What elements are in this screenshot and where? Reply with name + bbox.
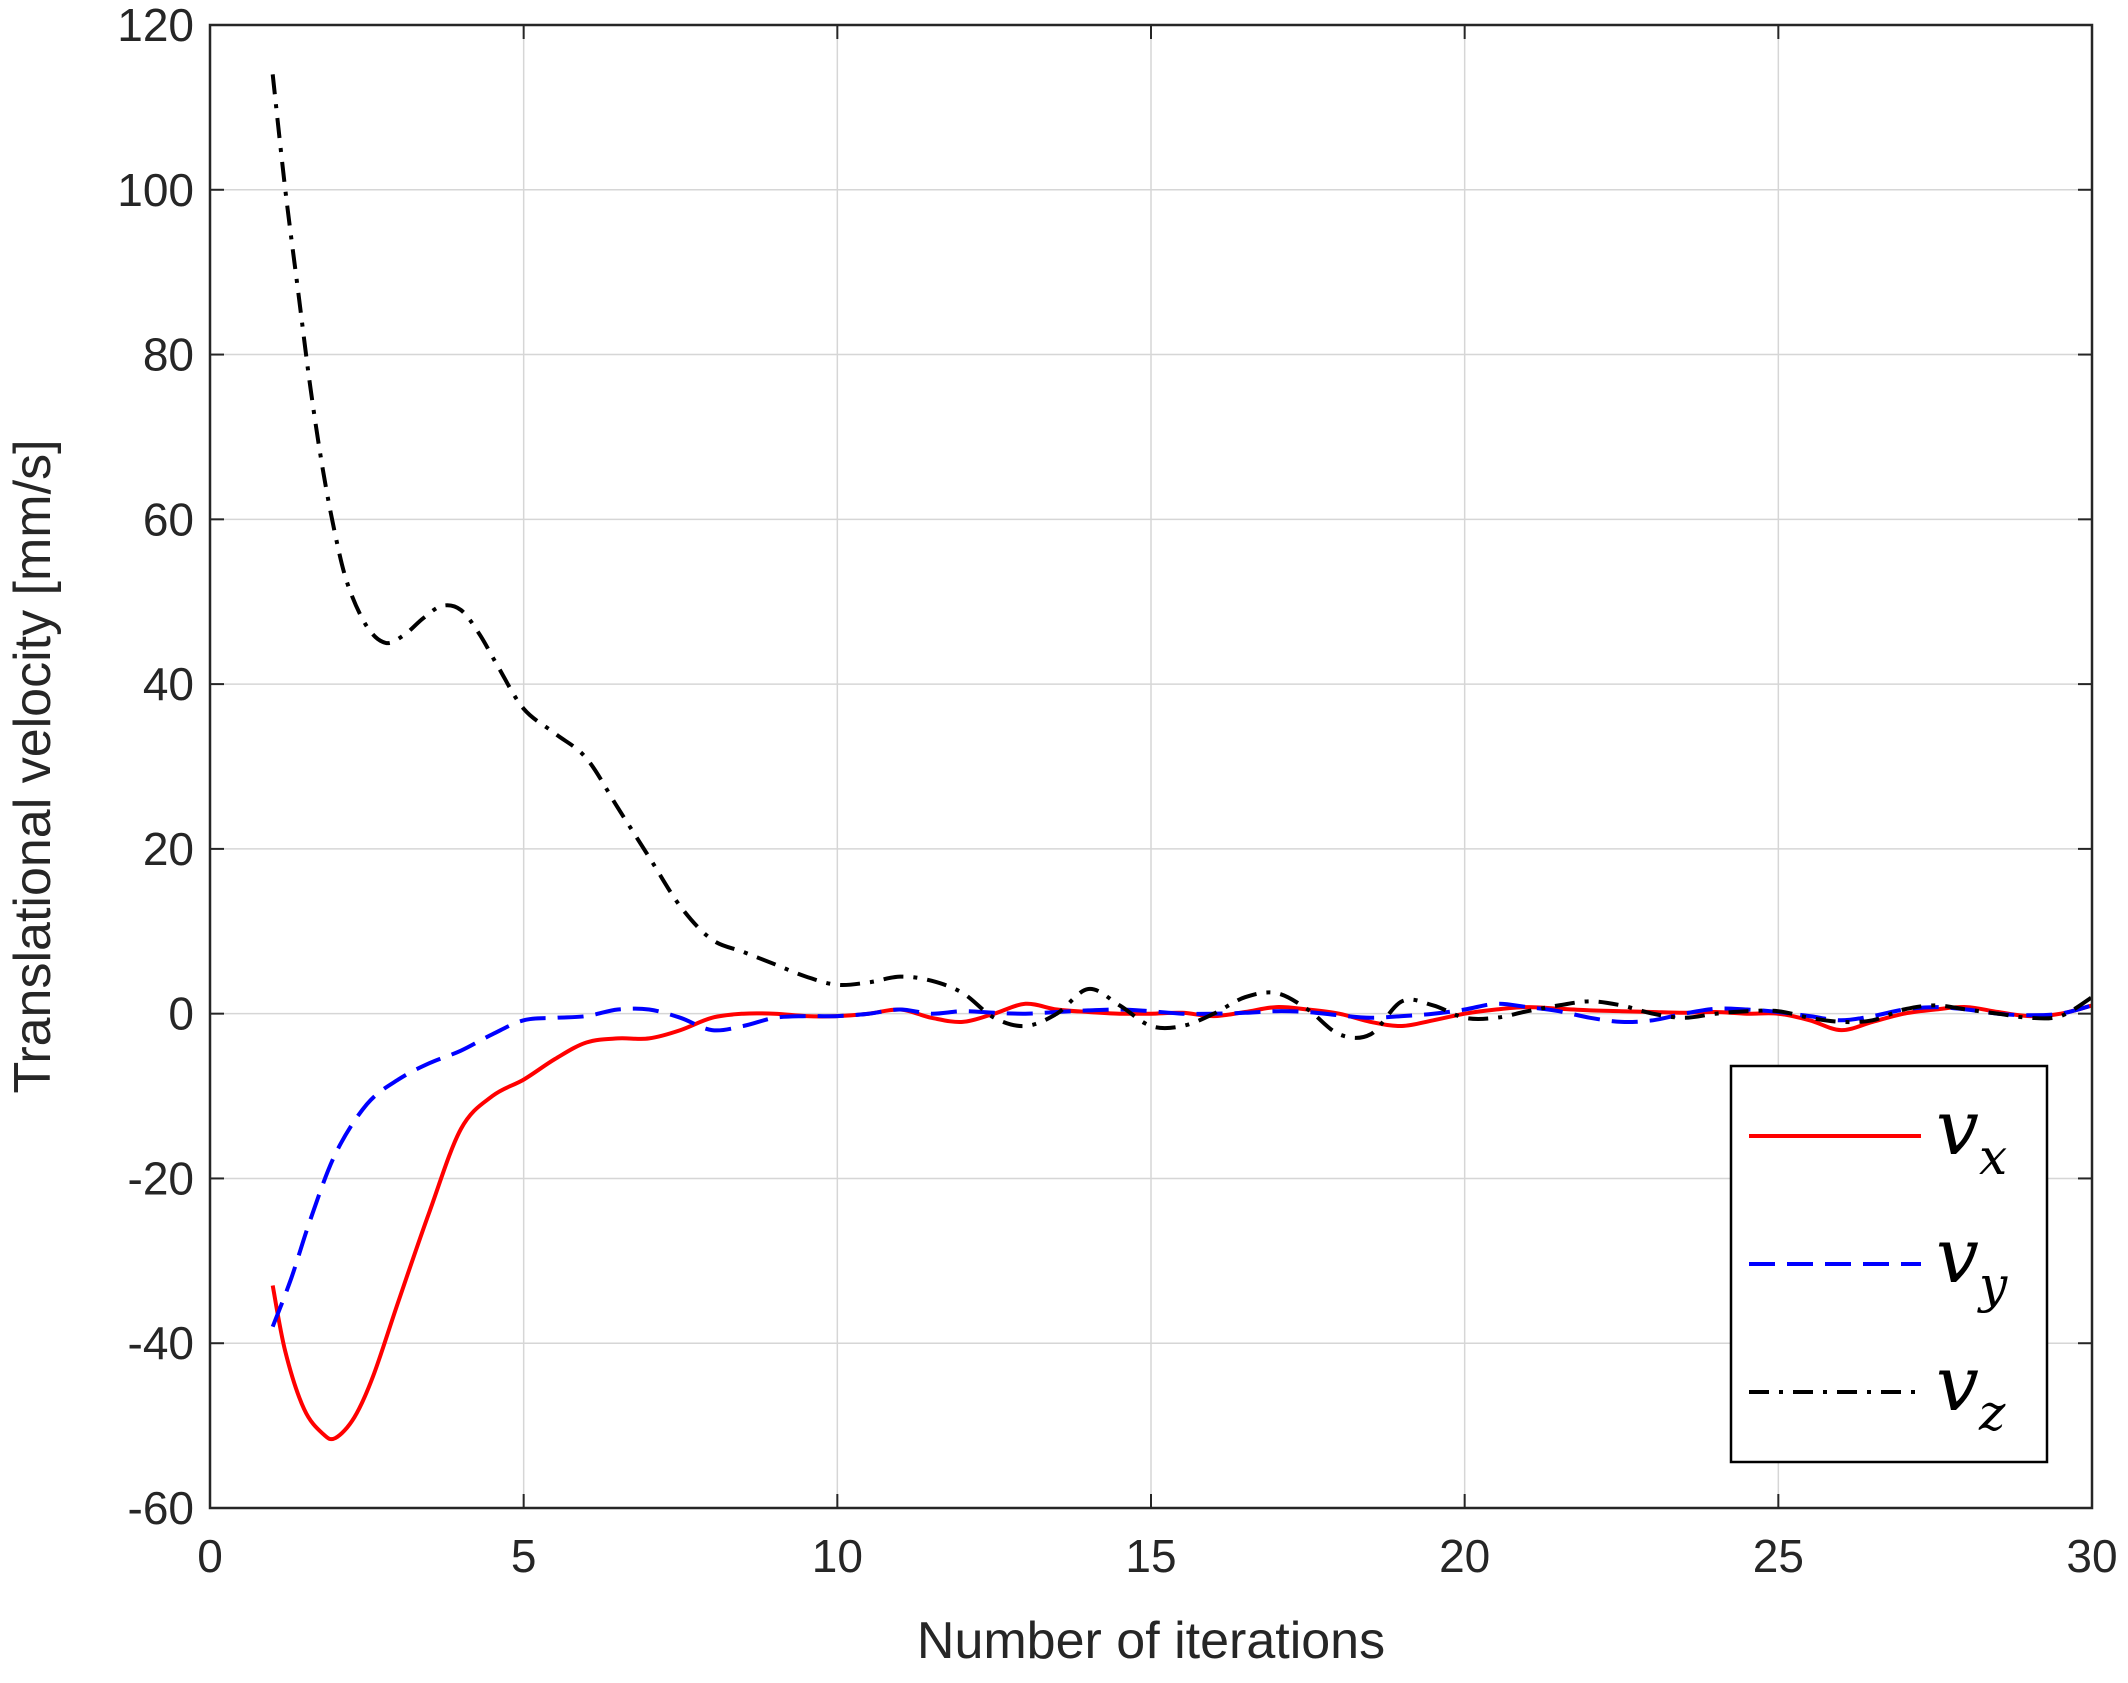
y-tick-label: 0 [168,988,194,1040]
y-tick-label: 120 [117,0,194,51]
x-axis-tick-labels: 0 5 10 15 20 25 30 [197,1530,2117,1582]
x-tick-label: 0 [197,1530,223,1582]
y-tick-label: -20 [128,1152,194,1204]
y-tick-label: -60 [128,1482,194,1534]
legend-label-vy: vy [1936,1211,2008,1314]
y-axis-label: Translational velocity [mm/s] [4,439,62,1093]
y-tick-label: 40 [143,658,194,710]
y-tick-label: 100 [117,164,194,216]
x-tick-label: 15 [1125,1530,1176,1582]
legend: vx vy vz [1729,1064,2049,1464]
series-lines [270,74,2094,1442]
x-tick-label: 5 [511,1530,537,1582]
series-line-vz [270,74,2094,1040]
x-tick-label: 30 [2066,1530,2117,1582]
y-tick-label: 80 [143,329,194,381]
x-tick-label: 10 [812,1530,863,1582]
y-tick-label: -40 [128,1317,194,1369]
x-axis-label: Number of iterations [917,1612,1385,1670]
y-axis-tick-labels: -60 -40 -20 0 20 40 60 80 100 120 [117,0,194,1534]
x-tick-label: 25 [1753,1530,1804,1582]
axis-ticks [209,24,2093,1509]
y-tick-label: 60 [143,493,194,545]
legend-label-vz: vz [1936,1339,2006,1442]
legend-label-vx: vx [1936,1083,2007,1186]
x-tick-label: 20 [1439,1530,1490,1582]
y-tick-label: 20 [143,823,194,875]
